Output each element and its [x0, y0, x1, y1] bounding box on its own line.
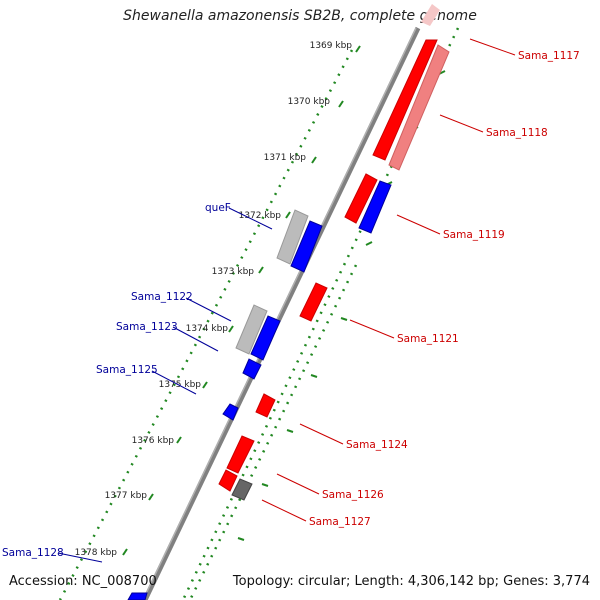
- gene-quef-gray[interactable]: [276, 209, 309, 265]
- tick-label-1376: 1376 kbp: [132, 436, 175, 446]
- leader-sama-1125: [151, 370, 197, 395]
- tick-label-1378: 1378 kbp: [75, 548, 118, 558]
- gene-sama-1122[interactable]: [235, 304, 268, 355]
- gene-sama-1119-red[interactable]: [344, 173, 378, 224]
- tick-label-1370: 1370 kbp: [288, 97, 331, 107]
- topology-text: Topology: circular; Length: 4,306,142 bp…: [232, 574, 590, 589]
- gene-sama-1123[interactable]: [250, 315, 281, 361]
- tick-mark-1372: [285, 211, 291, 219]
- label-sama-1126[interactable]: Sama_1126: [322, 489, 384, 501]
- gene-sama-1126[interactable]: [218, 469, 238, 492]
- tick-mark-1371: [311, 156, 317, 164]
- leader-sama-1127: [261, 499, 307, 522]
- kbp-tick-marks: [122, 45, 361, 556]
- tick-mark-1373: [258, 266, 264, 274]
- label-sama-1127[interactable]: Sama_1127: [309, 516, 371, 528]
- outer-tick-marks: [237, 70, 446, 541]
- tick-label-1372: 1372 kbp: [239, 211, 282, 221]
- genome-backbone-highlight: [142, 27, 417, 600]
- gene-sama-1124-a[interactable]: [255, 393, 276, 418]
- gene-sama-1119[interactable]: [358, 180, 392, 234]
- gene-sama-1124-b[interactable]: [226, 435, 255, 474]
- tick-mark-1375: [202, 381, 208, 389]
- label-sama-1118[interactable]: Sama_1118: [486, 127, 548, 139]
- gene-sama-1125[interactable]: [222, 403, 239, 421]
- tick-mark-1376: [176, 436, 182, 444]
- gene-sama-1127[interactable]: [231, 478, 253, 501]
- gene-sama-1118[interactable]: [388, 44, 450, 171]
- tick-mark-1377: [148, 493, 154, 501]
- tick-label-1369: 1369 kbp: [310, 41, 353, 51]
- label-sama-1121[interactable]: Sama_1121: [397, 333, 459, 345]
- outer-tick-mark: [286, 429, 294, 433]
- leader-sama-1117: [469, 38, 516, 56]
- lower-dotted-track: [188, 264, 358, 600]
- tick-mark-1370: [338, 100, 344, 108]
- tick-label-1377: 1377 kbp: [105, 491, 148, 501]
- leader-sama-1126: [276, 473, 320, 495]
- accession-text: Accession: NC_008700: [9, 574, 157, 589]
- label-sama-1119[interactable]: Sama_1119: [443, 229, 505, 241]
- tick-label-1371: 1371 kbp: [264, 153, 307, 163]
- label-sama-1128[interactable]: Sama_1128: [2, 547, 64, 559]
- outer-tick-mark: [365, 241, 373, 246]
- leader-sama-1122: [185, 297, 232, 322]
- label-sama-1122[interactable]: Sama_1122: [131, 291, 193, 303]
- leader-sama-1123: [172, 326, 219, 352]
- outer-tick-mark: [310, 374, 318, 378]
- label-sama-1124[interactable]: Sama_1124: [346, 439, 408, 451]
- tick-mark-1369: [355, 45, 361, 53]
- gene-sama-1125-a[interactable]: [242, 358, 262, 380]
- leader-sama-1118: [439, 114, 484, 133]
- label-quef[interactable]: queF: [205, 202, 231, 214]
- gene-sama-1117[interactable]: [372, 39, 438, 161]
- outer-tick-mark: [340, 317, 348, 321]
- label-sama-1125[interactable]: Sama_1125: [96, 364, 158, 376]
- genome-backbone: [142, 26, 421, 600]
- leader-sama-1119: [396, 214, 441, 235]
- leader-sama-1128: [57, 552, 103, 563]
- label-sama-1117[interactable]: Sama_1117: [518, 50, 580, 62]
- outer-tick-mark: [261, 483, 269, 487]
- tick-mark-1374: [228, 325, 234, 333]
- label-sama-1123[interactable]: Sama_1123: [116, 321, 178, 333]
- tick-label-1374: 1374 kbp: [186, 324, 229, 334]
- gene-sama-1117-pale[interactable]: [421, 4, 440, 26]
- gene-quef[interactable]: [290, 220, 323, 273]
- gene-sama-1128[interactable]: [127, 592, 148, 600]
- map-title: Shewanella amazonensis SB2B, complete ge…: [123, 8, 477, 24]
- tick-label-1373: 1373 kbp: [212, 267, 255, 277]
- leader-sama-1124: [299, 423, 344, 445]
- leader-quef: [228, 207, 273, 230]
- gene-sama-1121[interactable]: [299, 282, 328, 322]
- tick-label-1375: 1375 kbp: [159, 380, 202, 390]
- tick-mark-1378: [122, 548, 128, 556]
- leader-sama-1121: [349, 319, 395, 339]
- outer-tick-mark: [237, 537, 245, 541]
